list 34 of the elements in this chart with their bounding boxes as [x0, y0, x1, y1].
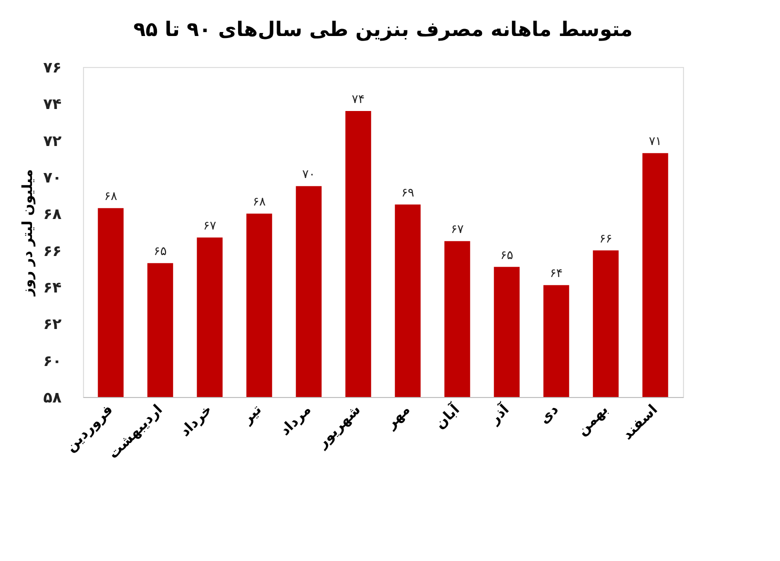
data-label: ۷۱	[648, 134, 662, 148]
x-tick-label: خرداد	[177, 402, 216, 440]
y-tick-label: ۷۲	[43, 132, 62, 150]
x-tick-label: دی	[536, 402, 562, 428]
data-label: ۶۴	[550, 266, 563, 280]
y-tick-label: ۶۶	[43, 242, 62, 260]
y-tick-label: ۶۲	[43, 315, 62, 334]
y-tick-label: ۶۸	[43, 205, 62, 224]
x-tick-label: آبان	[430, 400, 464, 432]
y-tick-label: ۷۴	[43, 95, 62, 114]
y-tick-label: ۶۰	[43, 352, 62, 370]
data-label: ۶۵	[154, 244, 167, 258]
x-tick-label: بهمن	[574, 402, 612, 439]
x-tick-label: تیر	[238, 402, 265, 428]
y-tick-label: ۵۸	[43, 388, 62, 406]
y-axis-title: میلیون لیتر در روز	[20, 169, 36, 297]
data-label: ۷۴	[352, 92, 365, 106]
data-label: ۶۸	[252, 194, 266, 209]
x-tick-label: مهر	[382, 402, 414, 433]
data-label: ۷۰	[302, 167, 316, 182]
data-label: ۶۷	[450, 222, 464, 236]
x-tick-label: مرداد	[277, 402, 314, 439]
x-tick-label: شهریور	[314, 402, 364, 452]
data-label: ۶۸	[104, 189, 118, 204]
x-tick-label: آذر	[484, 400, 514, 428]
y-tick-label: ۷۰	[43, 168, 62, 186]
data-label: ۶۷	[203, 218, 217, 232]
data-label: ۶۶	[599, 231, 612, 246]
y-tick-label: ۷۶	[43, 58, 62, 76]
chart-title: متوسط ماهانه مصرف بنزین طی سال‌های ۹۰ تا ۹۵	[133, 17, 633, 41]
data-label: ۶۹	[401, 186, 414, 200]
x-tick-label: اسفند	[620, 402, 661, 444]
data-label: ۶۵	[500, 248, 514, 262]
y-tick-label: ۶۴	[43, 278, 62, 296]
